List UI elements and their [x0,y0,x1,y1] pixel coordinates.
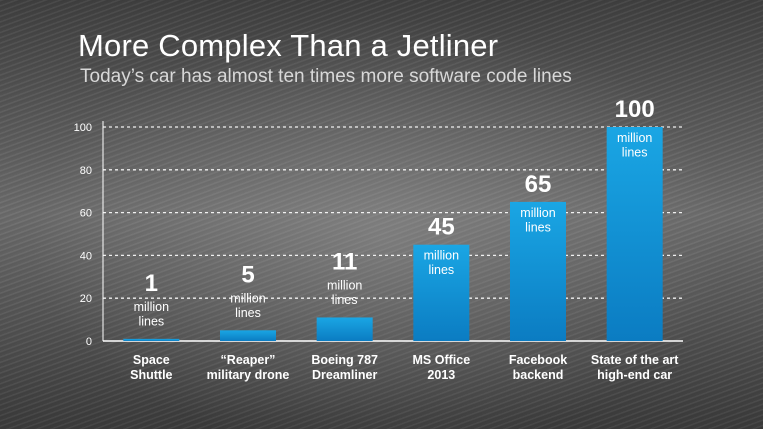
chart-subtitle: Today’s car has almost ten times more so… [80,66,572,87]
data-unit-label: lines [235,306,261,320]
data-label: 45 [428,214,455,241]
y-tick-label: 100 [74,122,92,134]
data-label: 11 [332,248,357,275]
chart-title: More Complex Than a Jetliner [78,28,499,63]
data-unit-label: lines [622,146,648,160]
category-label: backend [513,368,564,382]
bar [123,338,180,341]
bar [220,330,276,341]
category-label: Shuttle [130,368,172,382]
data-unit-label: lines [332,293,358,307]
bar [316,317,373,341]
data-unit-label: million [327,278,362,292]
category-label: Dreamliner [312,368,377,382]
data-unit-label: lines [138,314,164,328]
y-tick-label: 60 [80,208,92,220]
data-label: 65 [525,171,552,198]
data-label: 1 [145,270,158,297]
y-tick-label: 80 [80,165,92,177]
category-label: MS Office [413,353,471,367]
data-unit-label: million [617,131,652,145]
bar [510,201,566,341]
category-label: high-end car [597,368,672,382]
category-label: Space [133,353,170,367]
y-tick-label: 20 [80,293,92,305]
data-unit-label: million [424,249,459,263]
data-unit-label: million [134,300,169,314]
category-label: military drone [207,368,290,382]
data-label: 5 [241,261,254,288]
y-tick-label: 40 [80,250,92,262]
data-unit-label: lines [428,263,454,277]
y-tick-label: 0 [86,336,92,348]
data-unit-label: lines [525,220,551,234]
bar [606,127,663,341]
data-unit-label: million [520,206,555,220]
data-label: 100 [615,96,655,123]
category-label: Boeing 787 [311,353,378,367]
data-unit-label: million [230,291,265,305]
category-label: “Reaper” [221,353,276,367]
category-label: State of the art [591,353,679,367]
category-label: 2013 [427,368,455,382]
bar [413,244,470,341]
category-label: Facebook [509,353,567,367]
